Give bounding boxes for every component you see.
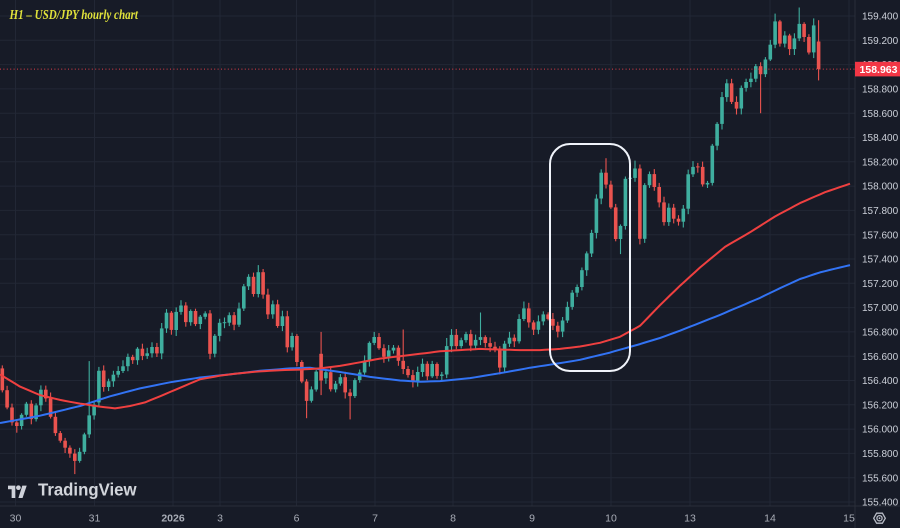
svg-text:14: 14 (764, 513, 776, 525)
svg-text:156.800: 156.800 (862, 328, 899, 339)
svg-text:9: 9 (529, 513, 535, 525)
svg-text:157.400: 157.400 (862, 255, 899, 266)
svg-text:156.200: 156.200 (862, 400, 899, 411)
svg-text:H1 – USD/JPY hourly chart: H1 – USD/JPY hourly chart (9, 7, 139, 22)
svg-text:31: 31 (89, 513, 101, 525)
svg-text:158.000: 158.000 (862, 182, 899, 193)
svg-text:30: 30 (10, 513, 22, 525)
svg-text:158.200: 158.200 (862, 157, 899, 168)
svg-text:157.000: 157.000 (862, 303, 899, 314)
svg-text:158.963: 158.963 (860, 64, 898, 76)
svg-text:157.200: 157.200 (862, 279, 899, 290)
svg-text:10: 10 (605, 513, 617, 525)
svg-text:158.400: 158.400 (862, 133, 899, 144)
svg-text:8: 8 (450, 513, 456, 525)
svg-text:6: 6 (294, 513, 300, 525)
svg-text:155.800: 155.800 (862, 449, 899, 460)
svg-text:13: 13 (684, 513, 696, 525)
svg-text:2026: 2026 (161, 513, 185, 525)
svg-text:156.400: 156.400 (862, 376, 899, 387)
svg-text:158.800: 158.800 (862, 85, 899, 96)
svg-text:155.600: 155.600 (862, 473, 899, 484)
svg-text:TradingView: TradingView (38, 480, 137, 500)
svg-text:157.800: 157.800 (862, 206, 899, 217)
svg-text:156.000: 156.000 (862, 425, 899, 436)
svg-text:155.400: 155.400 (862, 498, 899, 509)
svg-text:157.600: 157.600 (862, 230, 899, 241)
svg-text:156.600: 156.600 (862, 352, 899, 363)
svg-text:3: 3 (217, 513, 223, 525)
svg-text:159.400: 159.400 (862, 12, 899, 23)
svg-text:15: 15 (843, 513, 855, 525)
svg-text:159.200: 159.200 (862, 36, 899, 47)
svg-text:158.600: 158.600 (862, 109, 899, 120)
svg-text:7: 7 (372, 513, 378, 525)
